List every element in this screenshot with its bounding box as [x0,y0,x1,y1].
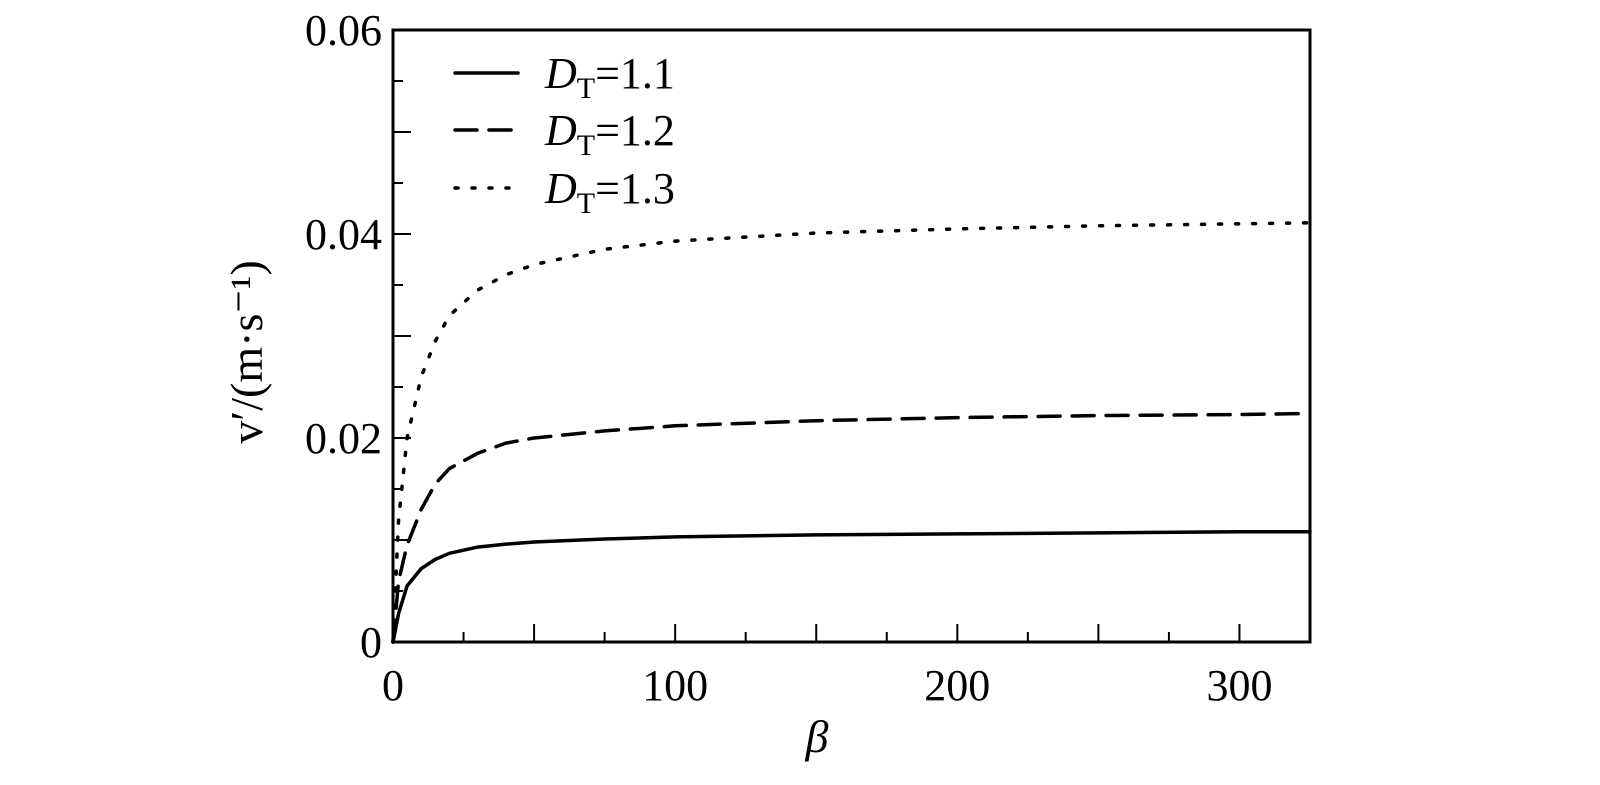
plot-frame [391,28,1312,644]
x-axis-title: β [805,711,829,762]
y-axis-title: v′/(m·s⁻¹) [221,260,272,444]
x-tick-label: 100 [642,661,708,710]
series-line-2 [391,411,1312,644]
x-tick-label: 200 [924,661,990,710]
y-tick-label: 0.02 [305,414,382,463]
legend-label-2: DT=1.2 [544,106,675,162]
series-line-3 [391,221,1312,644]
legend-label-3: DT=1.3 [544,164,675,220]
plot-series [391,221,1312,644]
y-tick-label: 0 [360,618,382,667]
series-line-1 [391,530,1312,644]
y-tick-label: 0.04 [305,210,382,259]
tick-labels: 0 100 200 300 0 0.02 0.04 0.06 [305,6,1272,710]
axis-ticks [392,29,1311,643]
x-tick-label: 300 [1206,661,1272,710]
y-tick-label: 0.06 [305,6,382,55]
legend: DT=1.1DT=1.2DT=1.3 [453,49,675,220]
legend-label-1: DT=1.1 [544,49,675,105]
x-tick-label: 0 [382,661,404,710]
